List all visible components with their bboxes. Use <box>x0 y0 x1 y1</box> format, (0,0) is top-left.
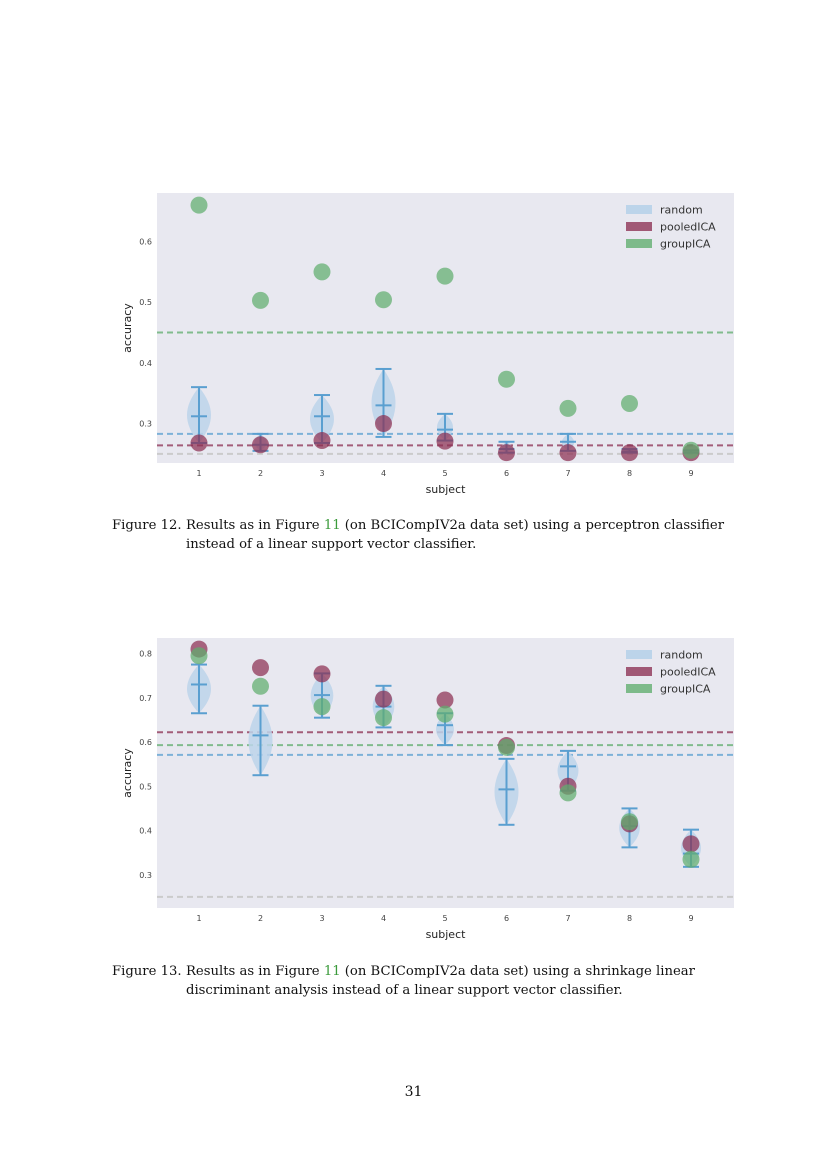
x-tick-label: 3 <box>319 469 324 478</box>
point-pooledICA <box>313 432 331 450</box>
figure13-label: Figure 13. <box>112 964 182 979</box>
figure13-caption: Figure 13. Results as in Figure 11 (on BC… <box>112 962 726 1000</box>
x-tick-label: 4 <box>381 914 386 923</box>
point-groupICA <box>621 813 638 831</box>
figure12-ref-link[interactable]: 11 <box>323 518 341 533</box>
point-groupICA <box>190 196 208 214</box>
point-pooledICA <box>252 659 269 677</box>
point-pooledICA <box>436 691 454 709</box>
point-pooledICA <box>252 436 269 454</box>
x-axis-label: subject <box>426 928 467 941</box>
x-axis-label: subject <box>426 483 467 496</box>
y-axis-label: accuracy <box>121 748 134 798</box>
y-axis-label: accuracy <box>121 303 134 353</box>
legend-swatch-random <box>626 205 652 214</box>
figure13-caption-post: (on BCICompIV2a data set) using a shrink… <box>340 964 695 979</box>
point-pooledICA <box>621 444 638 462</box>
figure12-caption: Figure 12. Results as in Figure 11 (on BC… <box>112 516 726 554</box>
point-groupICA <box>313 698 331 716</box>
point-groupICA <box>498 370 515 388</box>
figure13-plot: 0.3 0.4 0.5 0.6 0.7 0.8 1 2 3 4 5 6 7 8 9 subject accura… <box>121 638 734 941</box>
point-pooledICA <box>682 835 700 853</box>
y-tick-label: 0.3 <box>139 871 152 880</box>
x-tick-label: 9 <box>688 469 693 478</box>
point-groupICA <box>436 705 454 723</box>
point-groupICA <box>375 291 392 309</box>
y-tick-label: 0.4 <box>139 359 152 368</box>
legend-label-pooledICA: pooledICA <box>660 221 716 234</box>
y-tick-label: 0.5 <box>139 298 152 307</box>
legend-swatch-groupICA <box>626 684 652 693</box>
x-tick-label: 4 <box>381 469 386 478</box>
x-tick-label: 8 <box>627 469 632 478</box>
point-pooledICA <box>436 432 454 450</box>
point-groupICA <box>682 441 700 459</box>
y-tick-label: 0.6 <box>139 738 152 747</box>
point-groupICA <box>498 738 515 756</box>
legend-swatch-pooledICA <box>626 222 652 231</box>
figure12-label: Figure 12. <box>112 518 182 533</box>
x-tick-label: 2 <box>258 469 263 478</box>
y-tick-label: 0.7 <box>139 694 152 703</box>
y-tick-label: 0.4 <box>139 827 152 836</box>
x-tick-label: 7 <box>565 469 570 478</box>
point-pooledICA <box>498 444 515 462</box>
x-tick-label: 1 <box>196 914 201 923</box>
figure12-caption-post: (on BCICompIV2a data set) using a percep… <box>340 518 725 533</box>
y-tick-label: 0.5 <box>139 782 152 791</box>
x-tick-label: 6 <box>504 469 509 478</box>
x-tick-label: 5 <box>442 914 447 923</box>
legend-label-groupICA: groupICA <box>660 683 711 696</box>
figure12-caption-line2: instead of a linear support vector class… <box>186 537 477 552</box>
point-pooledICA <box>375 415 392 433</box>
point-groupICA <box>190 647 208 665</box>
point-groupICA <box>252 677 269 695</box>
legend-swatch-groupICA <box>626 239 652 248</box>
point-groupICA <box>436 267 454 285</box>
point-pooledICA <box>190 434 208 452</box>
x-tick-label: 8 <box>627 914 632 923</box>
legend-label-random: random <box>660 649 703 662</box>
figure12-plot: 0.3 0.4 0.5 0.6 1 2 3 4 5 6 7 8 9 subject accuracy rand… <box>121 193 734 496</box>
point-groupICA <box>559 784 577 802</box>
legend-swatch-pooledICA <box>626 667 652 676</box>
figure12-caption-pre: Results as in Figure <box>186 518 324 533</box>
x-tick-label: 7 <box>565 914 570 923</box>
figure13-caption-line2: discriminant analysis instead of a linea… <box>186 983 623 998</box>
x-tick-label: 6 <box>504 914 509 923</box>
x-tick-label: 2 <box>258 914 263 923</box>
point-groupICA <box>559 399 577 417</box>
point-groupICA <box>682 850 700 868</box>
legend-label-groupICA: groupICA <box>660 238 711 251</box>
x-tick-label: 5 <box>442 469 447 478</box>
point-groupICA <box>313 263 331 281</box>
point-pooledICA <box>375 690 392 708</box>
figure13-ref-link[interactable]: 11 <box>323 964 341 979</box>
legend-label-pooledICA: pooledICA <box>660 666 716 679</box>
legend-swatch-random <box>626 650 652 659</box>
point-pooledICA <box>313 665 331 683</box>
point-groupICA <box>375 709 392 727</box>
plot-area <box>157 638 734 908</box>
figure13-caption-pre: Results as in Figure <box>186 964 324 979</box>
legend-label-random: random <box>660 204 703 217</box>
point-pooledICA <box>559 444 577 462</box>
page-number: 31 <box>404 1084 423 1100</box>
y-tick-label: 0.6 <box>139 238 152 247</box>
x-tick-label: 3 <box>319 914 324 923</box>
point-groupICA <box>621 395 638 413</box>
x-tick-label: 9 <box>688 914 693 923</box>
y-tick-label: 0.8 <box>139 649 152 658</box>
y-tick-label: 0.3 <box>139 420 152 429</box>
x-tick-label: 1 <box>196 469 201 478</box>
point-groupICA <box>252 291 269 309</box>
